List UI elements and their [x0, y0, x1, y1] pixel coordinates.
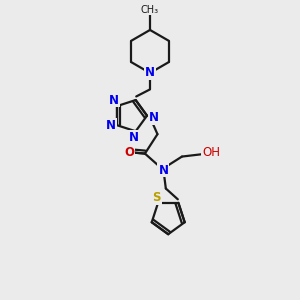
Text: CH₃: CH₃: [141, 5, 159, 15]
Text: N: N: [129, 131, 139, 144]
Text: N: N: [148, 111, 159, 124]
Text: N: N: [158, 164, 168, 176]
Text: N: N: [145, 67, 155, 80]
Text: N: N: [109, 94, 119, 106]
Text: N: N: [106, 119, 116, 132]
Text: OH: OH: [202, 146, 220, 159]
Text: O: O: [124, 146, 134, 159]
Text: S: S: [152, 191, 161, 204]
